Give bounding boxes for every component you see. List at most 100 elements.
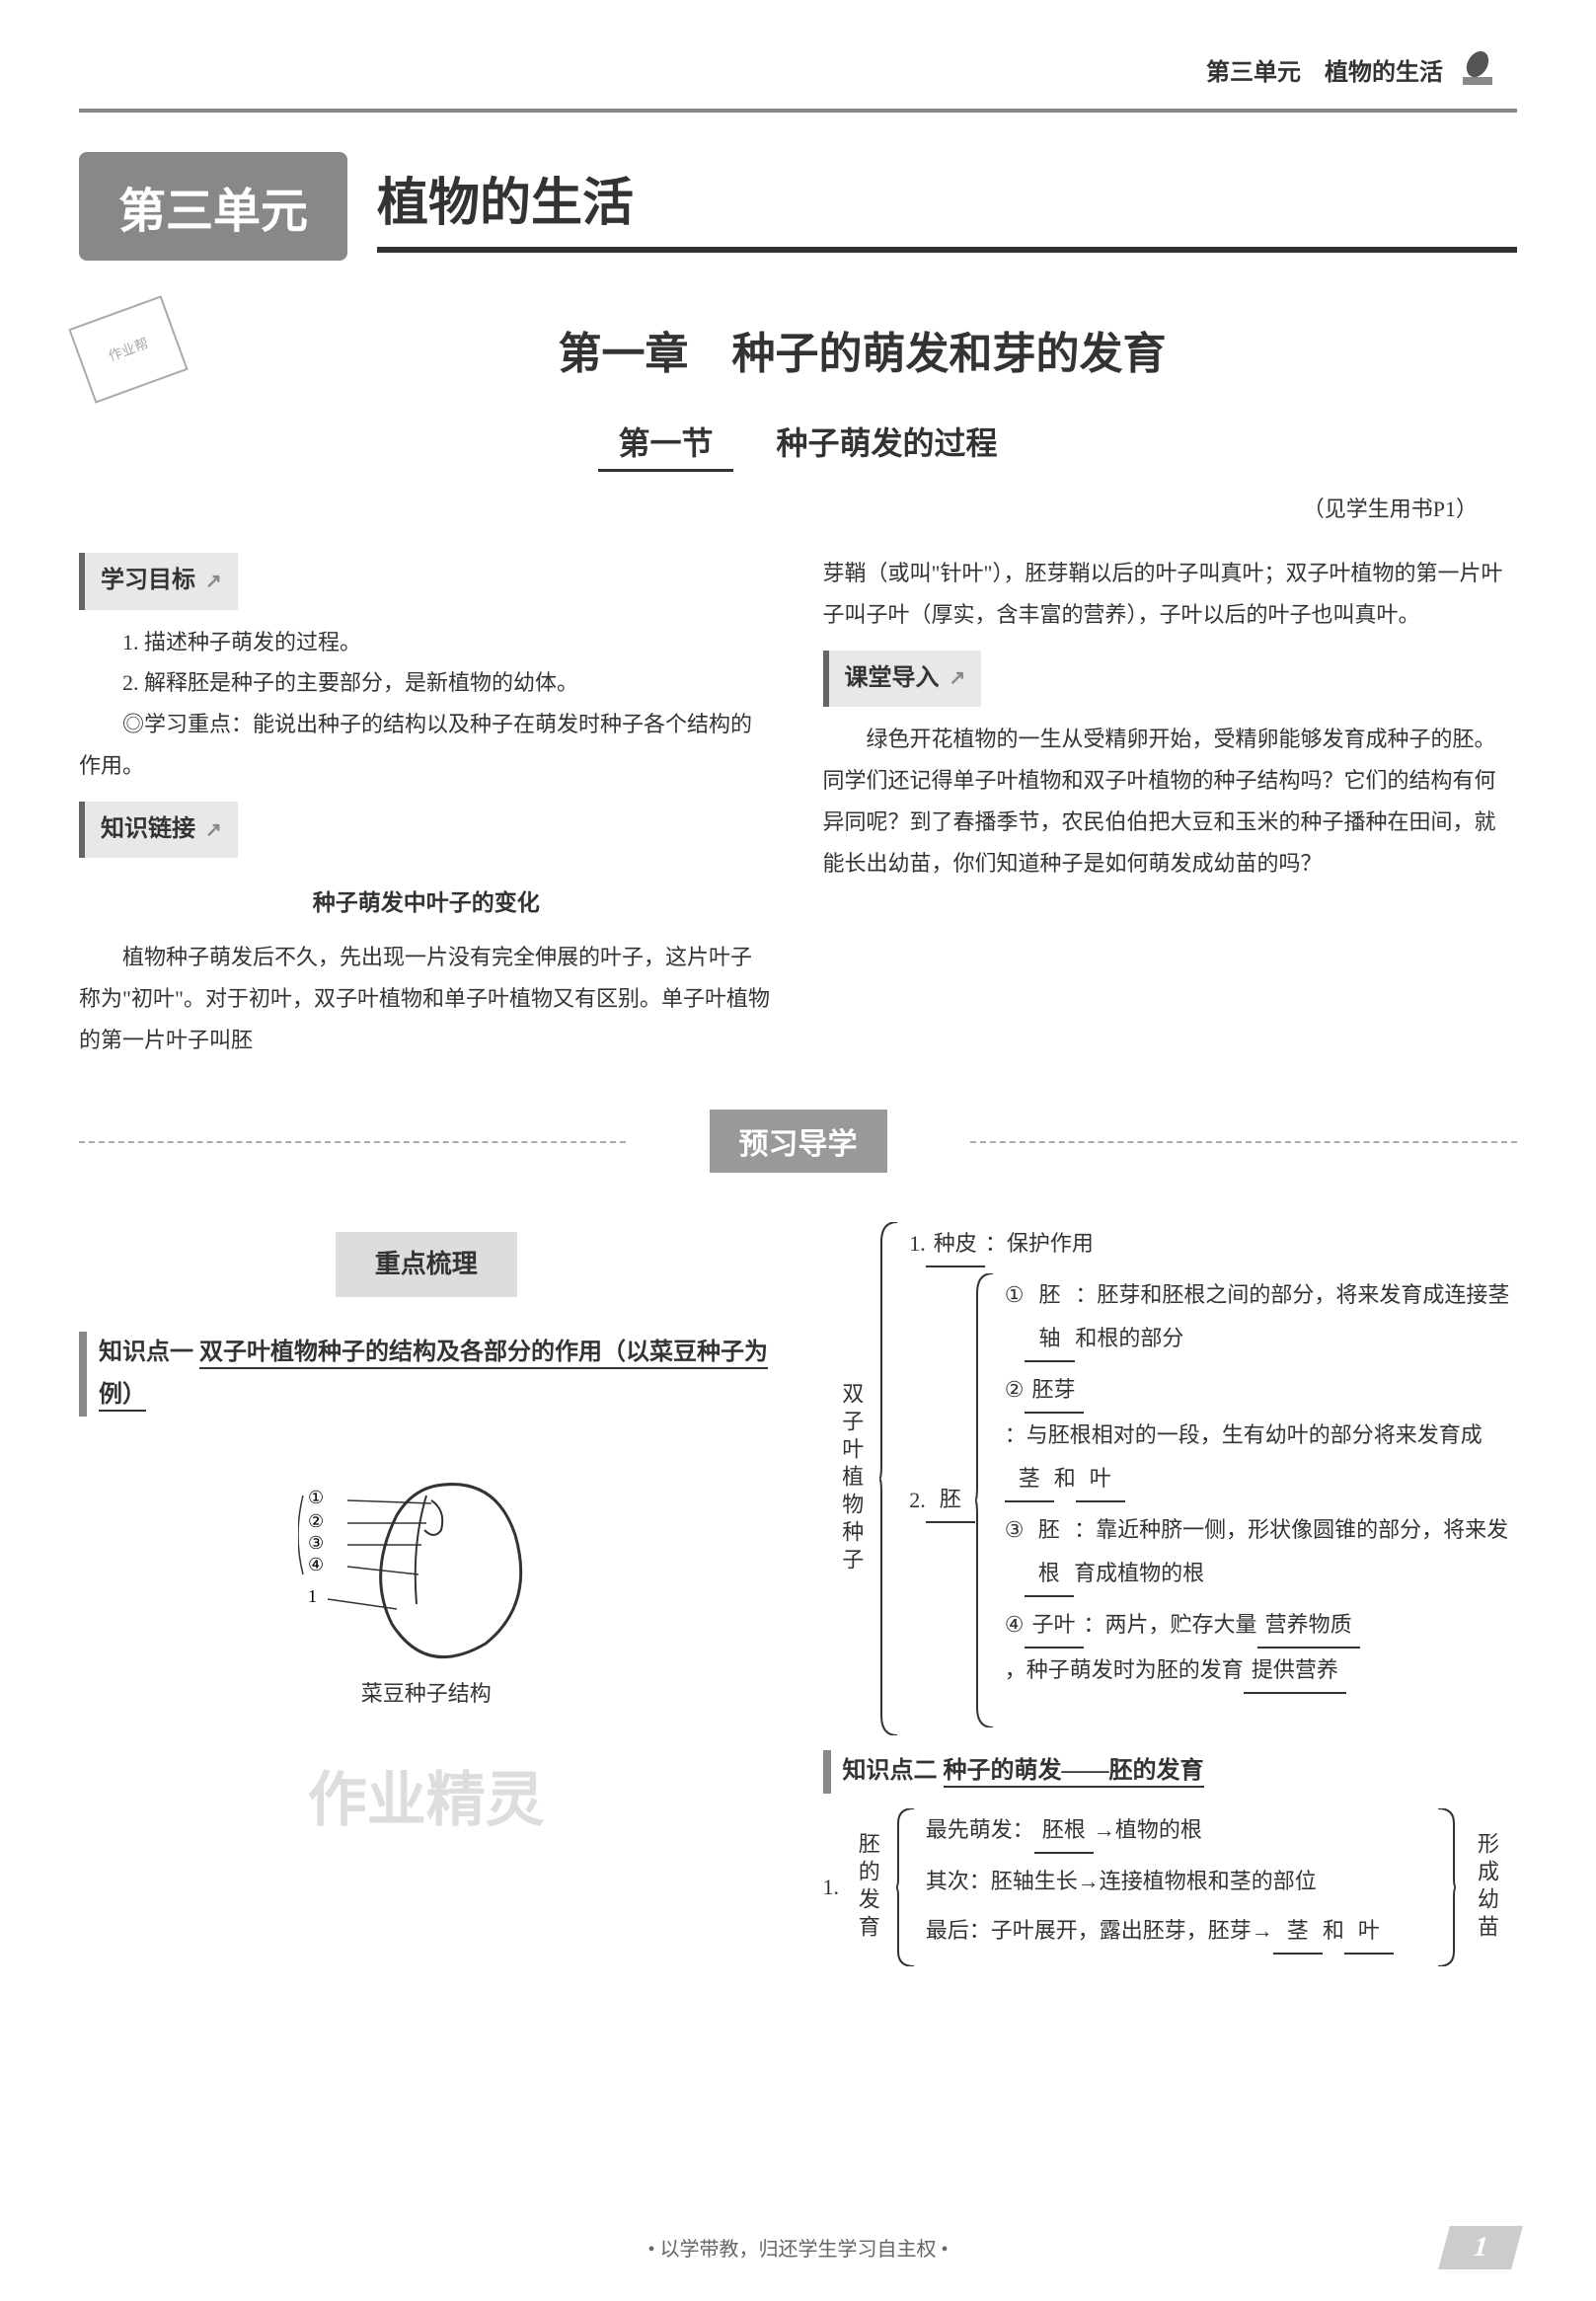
- sub-item-2: ② 胚芽 ：与胚根相对的一段，生有幼叶的部分将来发育成 茎 和 叶: [1005, 1368, 1517, 1502]
- tree-root-label: 双子叶植物种子: [823, 1222, 880, 1735]
- sub1-num: ①: [1005, 1273, 1025, 1317]
- kp2-label: 知识点二: [843, 1758, 938, 1784]
- sub-item-4: ④ 子叶 ：两片，贮存大量 营养物质 ，种子萌发时为胚的发育 提供营养: [1005, 1603, 1517, 1694]
- arrow-icon: ↗: [205, 811, 222, 849]
- two-column-body: 学习目标 ↗ 1. 描述种子萌发的过程。 2. 解释胚是种子的主要部分，是新植物…: [79, 553, 1517, 1060]
- knowledge-point-2: 知识点二 种子的萌发——胚的发育: [823, 1750, 1518, 1793]
- sub2-mid: 和: [1054, 1457, 1076, 1500]
- sub4-blank-b: 营养物质: [1257, 1603, 1360, 1649]
- embryo-line-1: 最先萌发： 胚根 →植物的根: [926, 1808, 1436, 1854]
- preview-divider: 预习导学: [79, 1110, 1517, 1173]
- svg-text:④: ④: [308, 1555, 324, 1574]
- item2-blank: 胚: [926, 1478, 975, 1523]
- sub4-desc-b: ，种子萌发时为胚的发育: [1005, 1649, 1244, 1692]
- unit-title: 植物的生活: [377, 161, 1517, 253]
- section-label: 第一节: [598, 419, 732, 472]
- unit-label: 第三单元: [79, 152, 347, 261]
- tree-content: 1. 种皮 ：保护作用 2. 胚: [899, 1222, 1517, 1735]
- seed-caption: 菜豆种子结构: [79, 1673, 774, 1715]
- page-container: 第三单元 植物的生活 第三单元 植物的生活 作业帮 第一章 种子的萌发和芽的发育…: [0, 0, 1596, 2301]
- sub2-blank: 胚芽: [1025, 1368, 1084, 1414]
- embryo-label-num: 1.: [823, 1867, 840, 1908]
- continuation-paragraph: 芽鞘（或叫"针叶"），胚芽鞘以后的叶子叫真叶；双子叶植物的第一片叶子叫子叶（厚实…: [823, 553, 1518, 636]
- seed-structure-tree: 双子叶植物种子 1. 种皮 ：保护作用 2. 胚: [823, 1222, 1518, 1735]
- svg-text:③: ③: [308, 1533, 324, 1553]
- sub4-blank: 子叶: [1025, 1603, 1084, 1649]
- svg-text:①: ①: [308, 1488, 324, 1507]
- study-goal-label: 学习目标: [101, 559, 195, 604]
- class-intro-tag: 课堂导入 ↗: [823, 651, 982, 708]
- embryo-line-2: 其次：胚轴生长→连接植物根和茎的部位: [926, 1860, 1436, 1903]
- top-header: 第三单元 植物的生活: [79, 39, 1517, 113]
- review-right-column: 双子叶植物种子 1. 种皮 ：保护作用 2. 胚: [823, 1212, 1518, 1975]
- unit-banner: 第三单元 植物的生活: [79, 152, 1517, 261]
- bean-seed-icon: ① ② ③ ④ 1 2: [298, 1446, 555, 1663]
- line3-mid: 和: [1323, 1909, 1344, 1953]
- line3-blank-b: 茎: [1273, 1909, 1323, 1955]
- footer-motto: • 以学带教，归还学生学习自主权 •: [647, 2233, 948, 2262]
- seed-diagram: ① ② ③ ④ 1 2 菜豆种子结构: [79, 1446, 774, 1715]
- svg-text:②: ②: [308, 1511, 324, 1531]
- tree-item-1: 1. 种皮 ：保护作用: [909, 1222, 1517, 1267]
- kp1-label: 知识点一: [99, 1340, 193, 1365]
- class-intro-label: 课堂导入: [845, 656, 940, 702]
- sub-item-1: ① 胚轴 ：胚芽和胚根之间的部分，将来发育成连接茎和根的部分: [1005, 1273, 1517, 1362]
- line1-b: →植物的根: [1094, 1808, 1202, 1852]
- knowledge-link-label: 知识链接: [101, 807, 195, 853]
- embryo-subtree: ① 胚轴 ：胚芽和胚根之间的部分，将来发育成连接茎和根的部分 ② 胚芽 ：与胚根…: [995, 1273, 1517, 1727]
- sub3-blank: 胚根: [1025, 1508, 1075, 1597]
- right-column: 芽鞘（或叫"针叶"），胚芽鞘以后的叶子叫真叶；双子叶植物的第一片叶子叫子叶（厚实…: [823, 553, 1518, 1060]
- watermark-text: 作业精灵: [79, 1744, 774, 1857]
- embryo-dev-tree: 1. 胚的发育 最先萌发： 胚根 →植物的根 其次：胚轴生长→连接植物根和茎的部: [823, 1808, 1518, 1966]
- sub3-desc: ：靠近种脐一侧，形状像圆锥的部分，将来发育成植物的根: [1074, 1508, 1517, 1595]
- arrow-icon: ↗: [205, 563, 222, 600]
- left-column: 学习目标 ↗ 1. 描述种子萌发的过程。 2. 解释胚是种子的主要部分，是新植物…: [79, 553, 774, 1060]
- item1-num: 1.: [909, 1222, 926, 1266]
- review-two-column: 重点梳理 知识点一 双子叶植物种子的结构及各部分的作用（以菜豆种子为例） ①: [79, 1212, 1517, 1975]
- review-subheader: 重点梳理: [336, 1232, 517, 1296]
- sub2-desc-a: ：与胚根相对的一段，生有幼叶的部分将来发育成: [1005, 1414, 1482, 1457]
- embryo-result: 形成幼苗: [1456, 1808, 1517, 1966]
- leaf-logo-icon: [1458, 49, 1497, 89]
- sub1-desc: ：胚芽和胚根之间的部分，将来发育成连接茎和根的部分: [1075, 1273, 1517, 1360]
- sub4-blank-c: 提供营养: [1244, 1649, 1346, 1694]
- page-footer: • 以学带教，归还学生学习自主权 • 1: [79, 2233, 1517, 2262]
- stamp-icon: 作业帮: [68, 295, 188, 403]
- link-subtitle: 种子萌发中叶子的变化: [79, 882, 774, 925]
- kp1-title: 双子叶植物种子的结构及各部分的作用（以菜豆种子为例）: [99, 1340, 768, 1412]
- review-left-column: 重点梳理 知识点一 双子叶植物种子的结构及各部分的作用（以菜豆种子为例） ①: [79, 1212, 774, 1975]
- section-title: 种子萌发的过程: [777, 419, 998, 464]
- page-reference: （见学生用书P1）: [79, 492, 1517, 523]
- item2-num: 2.: [909, 1479, 926, 1522]
- goal-focus: ◎学习重点：能说出种子的结构以及种子在萌发时种子各个结构的作用。: [79, 704, 774, 787]
- line2: 其次：胚轴生长→连接植物根和茎的部位: [926, 1860, 1317, 1903]
- brace-icon: [896, 1808, 916, 1966]
- knowledge-point-1: 知识点一 双子叶植物种子的结构及各部分的作用（以菜豆种子为例）: [79, 1332, 774, 1417]
- link-paragraph-1: 植物种子萌发后不久，先出现一片没有完全伸展的叶子，这片叶子称为"初叶"。对于初叶…: [79, 937, 774, 1060]
- section-row: 第一节 种子萌发的过程: [79, 419, 1517, 472]
- knowledge-link-tag: 知识链接 ↗: [79, 802, 238, 859]
- intro-paragraph: 绿色开花植物的一生从受精卵开始，受精卵能够发育成种子的胚。同学们还记得单子叶植物…: [823, 719, 1518, 883]
- chapter-title: 第一章 种子的萌发和芽的发育: [207, 318, 1517, 381]
- sub2-blank-b: 茎: [1005, 1457, 1054, 1502]
- sub2-num: ②: [1005, 1368, 1025, 1412]
- page-number: 1: [1438, 2226, 1523, 2269]
- chapter-row: 作业帮 第一章 种子的萌发和芽的发育: [79, 310, 1517, 389]
- kp2-title: 种子的萌发——胚的发育: [944, 1758, 1204, 1788]
- sub2-blank-c: 叶: [1076, 1457, 1125, 1502]
- sub4-desc-a: ：两片，贮存大量: [1084, 1603, 1257, 1647]
- brace-icon: [879, 1222, 899, 1735]
- line1-a: 最先萌发：: [926, 1808, 1034, 1852]
- breadcrumb: 第三单元 植物的生活: [1206, 52, 1443, 87]
- item1-desc: ：保护作用: [985, 1222, 1094, 1266]
- sub-item-3: ③ 胚根 ：靠近种脐一侧，形状像圆锥的部分，将来发育成植物的根: [1005, 1508, 1517, 1597]
- study-goal-tag: 学习目标 ↗: [79, 553, 238, 610]
- goal-2: 2. 解释胚是种子的主要部分，是新植物的幼体。: [79, 662, 774, 704]
- svg-text:1: 1: [308, 1586, 317, 1606]
- tree-item-2-group: 2. 胚 ① 胚轴 ：胚芽和胚根之间的部分，将来: [909, 1273, 1517, 1727]
- embryo-label: 胚的发育: [839, 1808, 896, 1966]
- preview-banner-label: 预习导学: [710, 1110, 887, 1173]
- sub3-num: ③: [1005, 1508, 1025, 1552]
- goal-1: 1. 描述种子萌发的过程。: [79, 622, 774, 663]
- sub4-num: ④: [1005, 1603, 1025, 1647]
